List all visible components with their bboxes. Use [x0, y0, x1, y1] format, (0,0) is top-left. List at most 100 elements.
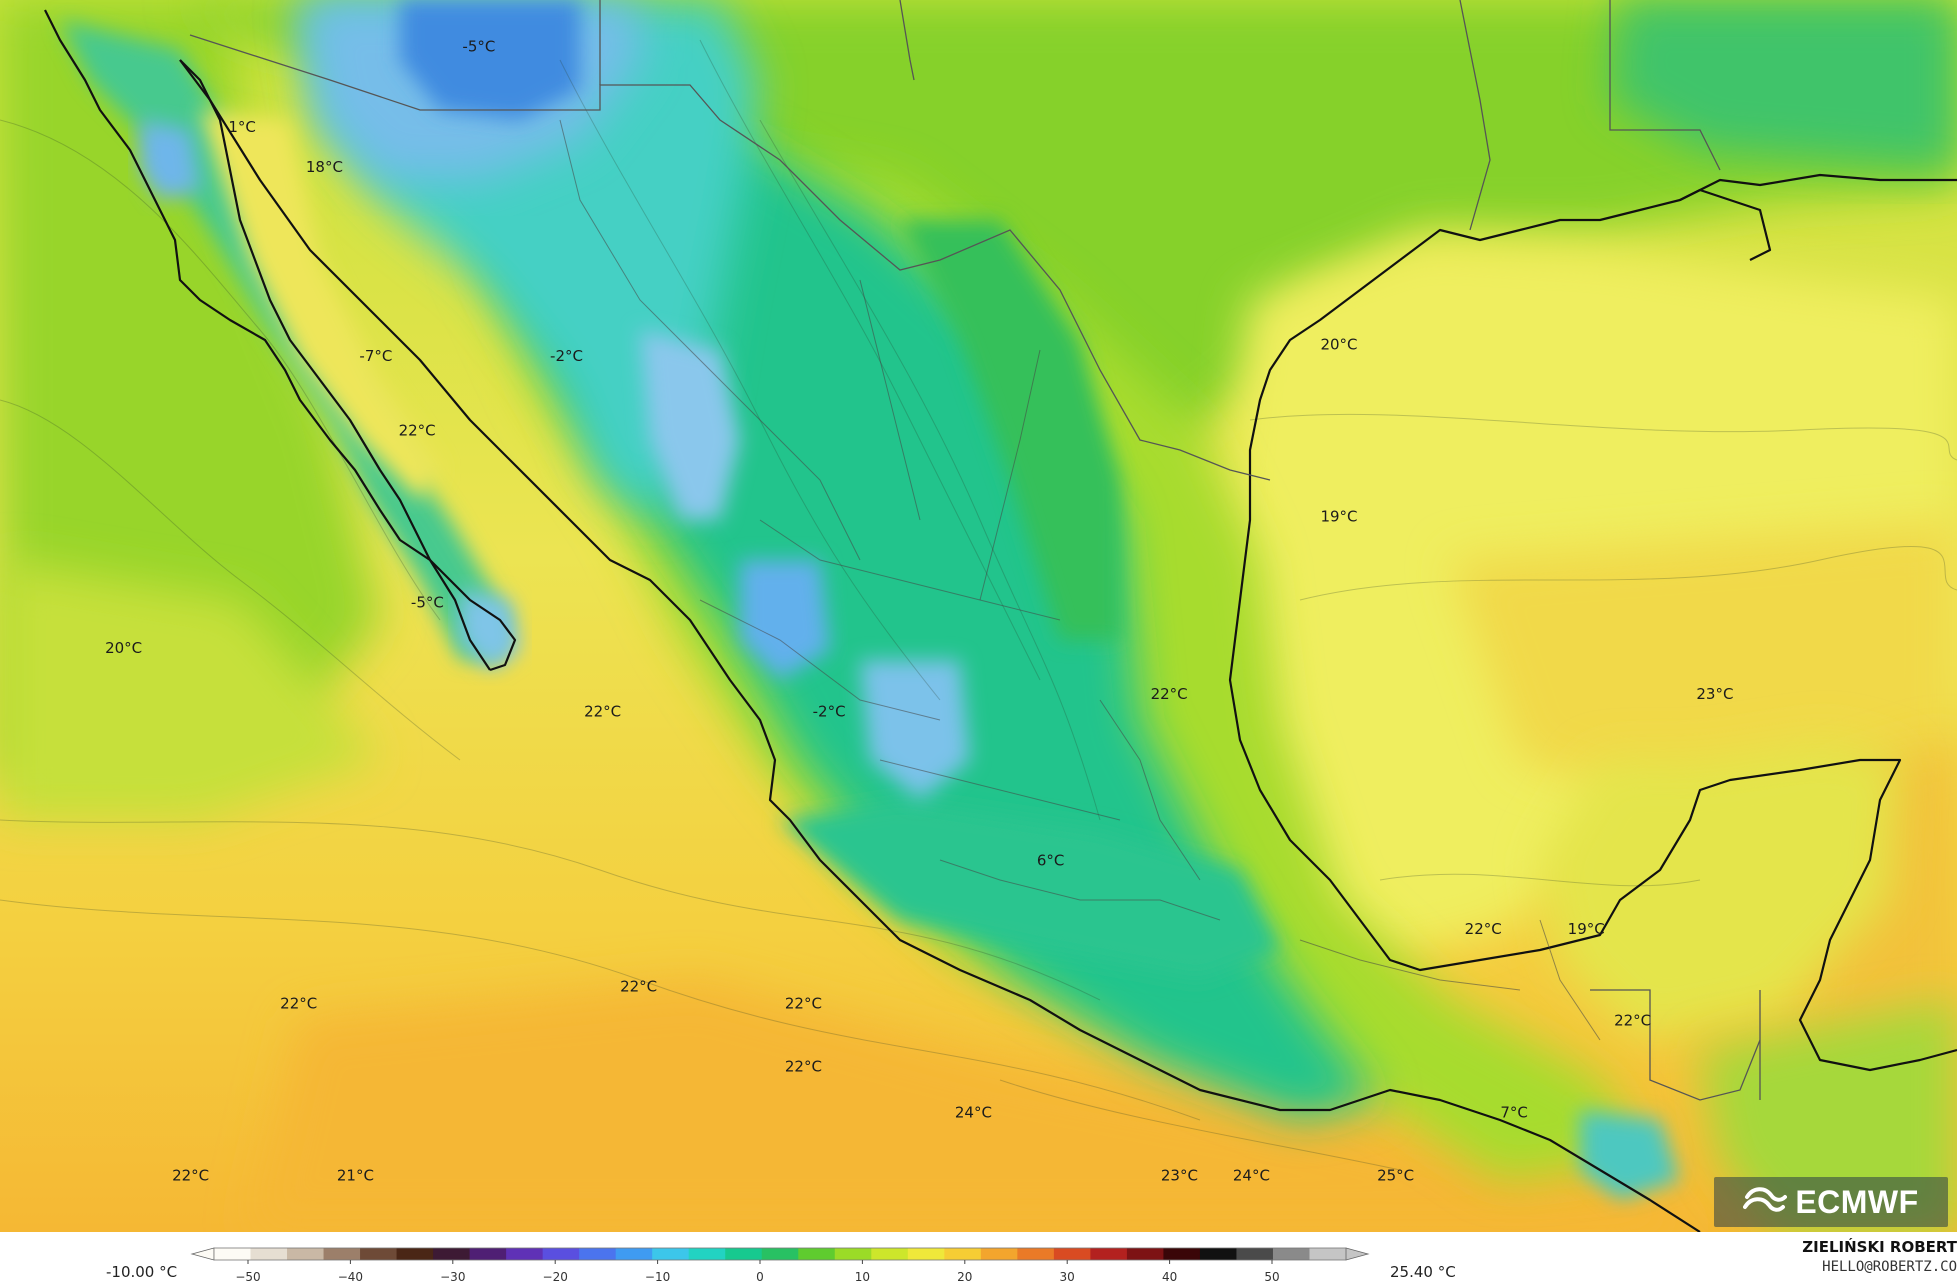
- scale-tick-label: 40: [1162, 1270, 1177, 1284]
- color-scale-swatch: [506, 1248, 544, 1260]
- mexico-state-borders: [559, 119, 1601, 1041]
- temperature-label: 21°C: [337, 1166, 374, 1184]
- guatemala-border: [1590, 989, 1761, 1101]
- color-scale-swatch: [542, 1248, 580, 1260]
- color-scale-swatch: [1163, 1248, 1201, 1260]
- state-border-oklahoma: [1459, 0, 1491, 231]
- scale-tick-label: 0: [756, 1270, 764, 1284]
- durango-cold-field: [740, 560, 830, 680]
- state-border-louisiana: [1609, 0, 1721, 171]
- scale-tick-label: −40: [338, 1270, 363, 1284]
- temperature-label: 23°C: [1696, 685, 1733, 703]
- temperature-label: 6°C: [1037, 851, 1065, 869]
- pacific-south-field: [250, 980, 1700, 1232]
- color-scale-bar: −50 −40 −30 −20 −10 0 10 20 30 40 50: [190, 1247, 1370, 1284]
- temperature-label: -5°C: [411, 593, 444, 611]
- temperature-label: 22°C: [785, 1058, 822, 1076]
- color-scale-swatch: [688, 1248, 726, 1260]
- map-footer: -10.00 °C −50 −40 −30 −20 −10 0 10 20 30 40 50 25.…: [0, 1232, 1957, 1287]
- baja-california-field: [60, 20, 510, 660]
- baja-south-cold-field: [460, 590, 520, 670]
- scale-tick-label: −50: [235, 1270, 260, 1284]
- baja-pacific-coast: [44, 9, 517, 672]
- baja-interior-field: [200, 110, 440, 500]
- color-scale-swatch: [1053, 1248, 1091, 1260]
- temperature-label: 19°C: [1568, 920, 1605, 938]
- temperature-label: -5°C: [462, 38, 495, 56]
- temperature-label: 22°C: [620, 977, 657, 995]
- temperature-label: 23°C: [1161, 1166, 1198, 1184]
- temperature-label: 24°C: [1233, 1166, 1270, 1184]
- ecmwf-logo-icon: [1743, 1187, 1788, 1212]
- color-scale-swatch: [579, 1248, 617, 1260]
- scale-tick-label: 50: [1264, 1270, 1279, 1284]
- central-america-field: [1700, 1000, 1957, 1232]
- color-scale-swatch: [396, 1248, 434, 1260]
- baja-gulf-coast: [179, 59, 491, 671]
- author-email: HELLO@ROBERTZ.CO: [1822, 1259, 1957, 1275]
- temperature-label: 19°C: [1320, 508, 1357, 526]
- color-scale-swatch: [1199, 1248, 1238, 1260]
- color-scale-swatch: [761, 1248, 799, 1260]
- color-scale-swatch: [798, 1248, 836, 1260]
- map-view: -5°C 1°C 18°C -7°C -2°C 22°C 20°C 19°C -5°C 20°C 2…: [0, 0, 1957, 1232]
- contour-lines: [0, 39, 1957, 1171]
- texas-gulf-coast: [1228, 173, 1957, 1072]
- temperature-label: 22°C: [280, 995, 317, 1013]
- color-scale-swatch: [360, 1248, 398, 1260]
- louisiana-coast: [1679, 188, 1772, 261]
- us-mexico-border: [189, 34, 1271, 481]
- temperature-label: 22°C: [1465, 920, 1502, 938]
- color-scale-swatch: [944, 1248, 982, 1260]
- guatemala-cold-field: [1580, 1110, 1680, 1200]
- state-border-texas: [899, 0, 915, 81]
- chihuahua-cold-field: [640, 330, 740, 520]
- color-scale-swatch: [1309, 1248, 1347, 1260]
- temperature-label: -7°C: [359, 347, 392, 365]
- scale-tick-label: 30: [1060, 1270, 1075, 1284]
- scale-min-label: -10.00 °C: [106, 1263, 178, 1281]
- sierra-madre-oriental-field: [900, 220, 1120, 640]
- temperature-label: 22°C: [785, 995, 822, 1013]
- color-scale-swatch: [433, 1248, 471, 1260]
- color-scale-swatch: [323, 1248, 361, 1260]
- scale-tick-label: 20: [957, 1270, 972, 1284]
- temperature-label: 22°C: [584, 702, 621, 720]
- southern-mexico-highlands-field: [780, 800, 1280, 980]
- temperature-label: 22°C: [1614, 1012, 1651, 1030]
- color-scale-swatch: [1126, 1248, 1165, 1260]
- yucatan-field: [1540, 740, 1900, 1040]
- baja-north-cold-field: [140, 120, 200, 200]
- author-credit: ZIELIŃSKI ROBERT: [1802, 1238, 1957, 1256]
- scale-tick-label: 10: [855, 1270, 870, 1284]
- color-scale-swatch: [1017, 1248, 1055, 1260]
- arizona-very-cold-field: [400, 0, 580, 120]
- temperature-label: -2°C: [550, 347, 583, 365]
- color-scale-swatch: [250, 1248, 288, 1260]
- temperature-label: 25°C: [1377, 1166, 1414, 1184]
- scale-max-arrow: [1345, 1247, 1370, 1261]
- color-scale-swatch: [615, 1248, 653, 1260]
- color-scale-swatch: [214, 1248, 252, 1260]
- scale-min-arrow: [190, 1247, 215, 1261]
- central-plateau-cold-field: [860, 660, 970, 800]
- color-scale-swatch: [1272, 1248, 1311, 1260]
- temperature-label: 22°C: [399, 422, 436, 440]
- temperature-label: 1°C: [228, 118, 256, 136]
- color-scale-swatch: [907, 1248, 945, 1260]
- coastline: [44, 9, 1957, 1232]
- temperature-label: 20°C: [1320, 336, 1357, 354]
- color-scale-swatch: [834, 1248, 872, 1260]
- political-borders: [189, 0, 1761, 1101]
- mainland-pacific-coast: [179, 59, 1701, 1232]
- color-scale-swatch: [652, 1248, 690, 1260]
- ecmwf-logo: ECMWF: [1714, 1177, 1948, 1227]
- us-east-field: [1610, 0, 1957, 170]
- temperature-label: 22°C: [1151, 685, 1188, 703]
- color-scale-swatch: [287, 1248, 325, 1260]
- scale-tick-label: −20: [543, 1270, 568, 1284]
- temperature-labels: -5°C 1°C 18°C -7°C -2°C 22°C 20°C 19°C -5°C 20°C 2…: [105, 38, 1733, 1185]
- temperature-label: -2°C: [813, 702, 846, 720]
- scale-tick-label: −10: [645, 1270, 670, 1284]
- pacific-west-field: [0, 560, 380, 820]
